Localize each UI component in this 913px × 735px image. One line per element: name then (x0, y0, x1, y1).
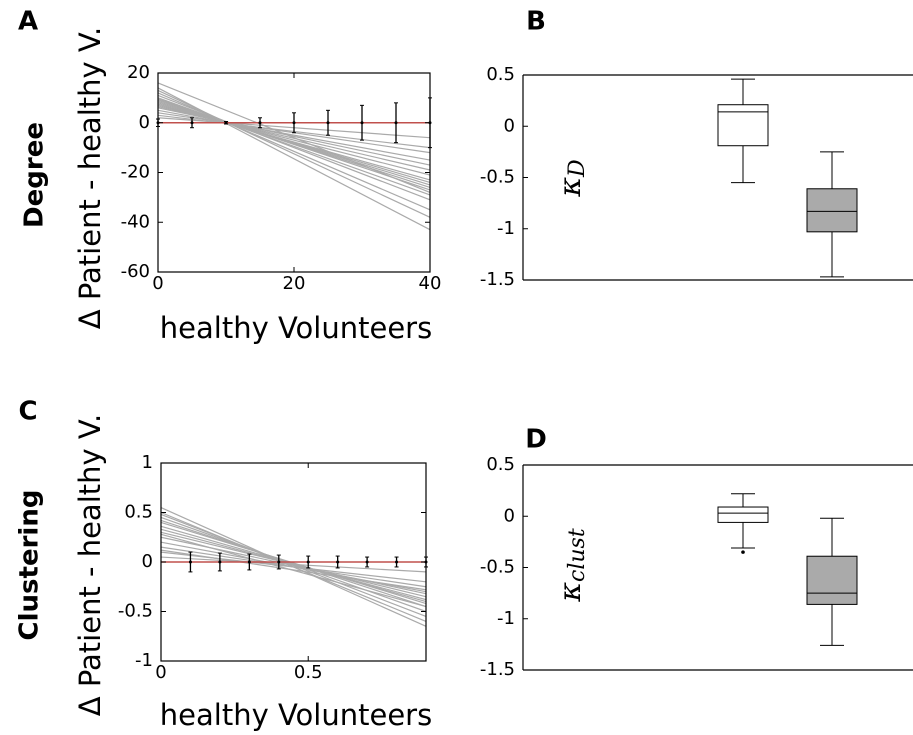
y-axis-label: Δ Patient - healthy V. (73, 27, 107, 329)
y-tick-label: -60 (121, 261, 150, 282)
x-tick-label: 40 (419, 273, 442, 294)
y-tick-label: 0.5 (486, 64, 515, 85)
error-center (190, 121, 194, 125)
x-tick-label: 20 (283, 273, 306, 294)
y-tick-label: 0 (142, 551, 153, 572)
y-tick-label: 1 (142, 452, 153, 473)
error-center (277, 560, 281, 564)
error-center (188, 560, 192, 564)
panel-label: D (525, 425, 547, 455)
y-tick-label: 0.5 (124, 502, 153, 523)
y-tick-label: -40 (121, 211, 150, 232)
y-tick-label: -1 (497, 218, 515, 239)
error-center (258, 121, 262, 125)
y-tick-label: -1.5 (480, 269, 515, 290)
y-axis-label-main: κ (553, 177, 588, 198)
y-tick-label: -0.5 (480, 557, 515, 578)
series-line (160, 507, 427, 627)
x-axis-label: healthy Volunteers (160, 698, 432, 732)
y-tick-label: 0 (139, 112, 150, 133)
y-tick-label: 20 (127, 62, 150, 83)
y-tick-label: 0 (504, 115, 515, 136)
error-center (365, 560, 369, 564)
error-center (336, 560, 340, 564)
y-axis-label-sub: clust (565, 528, 590, 582)
y-tick-label: 0 (504, 505, 515, 526)
y-tick-label: -0.5 (480, 167, 515, 188)
error-center (247, 560, 251, 564)
series-line (157, 92, 431, 211)
series-line (160, 516, 427, 613)
error-center (306, 560, 310, 564)
y-axis-label-main: κ (553, 582, 588, 603)
y-tick-label: -0.5 (118, 601, 153, 622)
x-tick-label: 0.5 (294, 662, 323, 683)
panel-label: B (526, 7, 546, 37)
series-line (160, 513, 427, 618)
box (806, 188, 858, 233)
y-axis-label: κclust (553, 528, 590, 603)
series-line (157, 109, 431, 161)
panel-label: C (18, 397, 37, 427)
box (806, 555, 858, 605)
y-tick-label: -1 (135, 650, 153, 671)
error-center (360, 121, 364, 125)
series-line (160, 519, 427, 608)
error-center (292, 121, 296, 125)
series-line (157, 82, 431, 193)
x-tick-label: 0 (152, 273, 163, 294)
y-tick-label: -1 (497, 608, 515, 629)
outlier (741, 550, 745, 554)
box (717, 104, 769, 147)
y-tick-label: -1.5 (480, 659, 515, 680)
error-center (395, 560, 399, 564)
y-tick-label: -20 (121, 162, 150, 183)
error-center (218, 560, 222, 564)
y-axis-label: κD (553, 159, 590, 198)
series-line (157, 97, 431, 196)
x-axis-label: healthy Volunteers (160, 311, 432, 345)
box (717, 506, 769, 523)
panel-label: A (18, 7, 38, 37)
y-axis-label: Δ Patient - healthy V. (73, 414, 107, 716)
error-center (224, 121, 228, 125)
error-center (326, 121, 330, 125)
y-axis-label-sub: D (565, 159, 590, 178)
error-center (394, 121, 398, 125)
x-tick-label: 0 (155, 662, 166, 683)
series-line (160, 533, 427, 608)
y-tick-label: 0.5 (486, 454, 515, 475)
row-label: Degree (20, 122, 50, 228)
series-line (157, 87, 431, 231)
row-label: Clustering (15, 490, 45, 641)
